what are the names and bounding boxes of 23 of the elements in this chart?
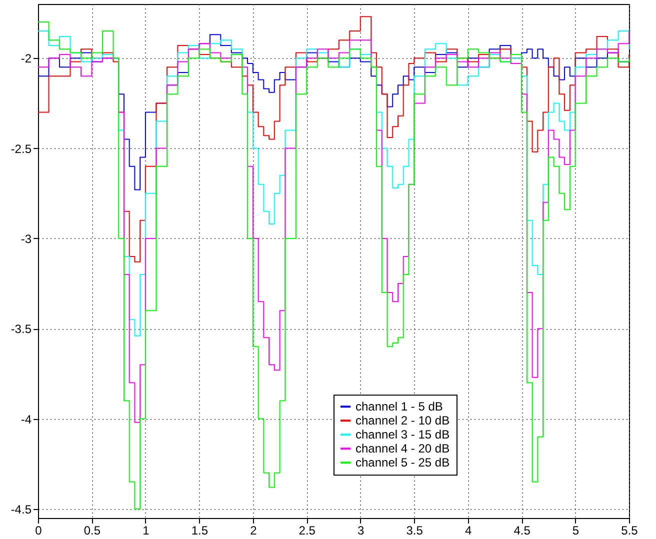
x-tick-label: 5.5	[621, 524, 638, 538]
y-tick-label: -3.5	[10, 322, 32, 336]
legend-label: channel 2 - 10 dB	[356, 414, 450, 428]
x-tick-label: 2	[250, 524, 258, 538]
y-tick-label: -3	[20, 232, 32, 246]
x-tick-label: 0	[35, 524, 42, 538]
legend-label: channel 1 - 5 dB	[356, 400, 443, 414]
y-tick-label: -2	[20, 52, 32, 66]
x-tick-label: 1.5	[191, 524, 208, 538]
x-tick-label: 4	[464, 524, 472, 538]
x-tick-label: 3	[358, 524, 365, 538]
legend-label: channel 3 - 15 dB	[356, 428, 450, 442]
legend-label: channel 4 - 20 dB	[356, 442, 450, 456]
x-tick-label: 5	[572, 524, 580, 538]
x-tick-label: 0.5	[84, 524, 101, 538]
x-tick-label: 3.5	[406, 524, 424, 538]
x-tick-label: 4.5	[514, 524, 531, 538]
y-tick-label: -4	[20, 412, 32, 426]
x-tick-label: 1	[142, 524, 150, 538]
y-tick-label: -4.5	[10, 502, 32, 516]
y-tick-label: -2.5	[10, 142, 32, 156]
x-tick-label: 2.5	[298, 524, 316, 538]
legend-label: channel 5 - 25 dB	[356, 456, 450, 470]
